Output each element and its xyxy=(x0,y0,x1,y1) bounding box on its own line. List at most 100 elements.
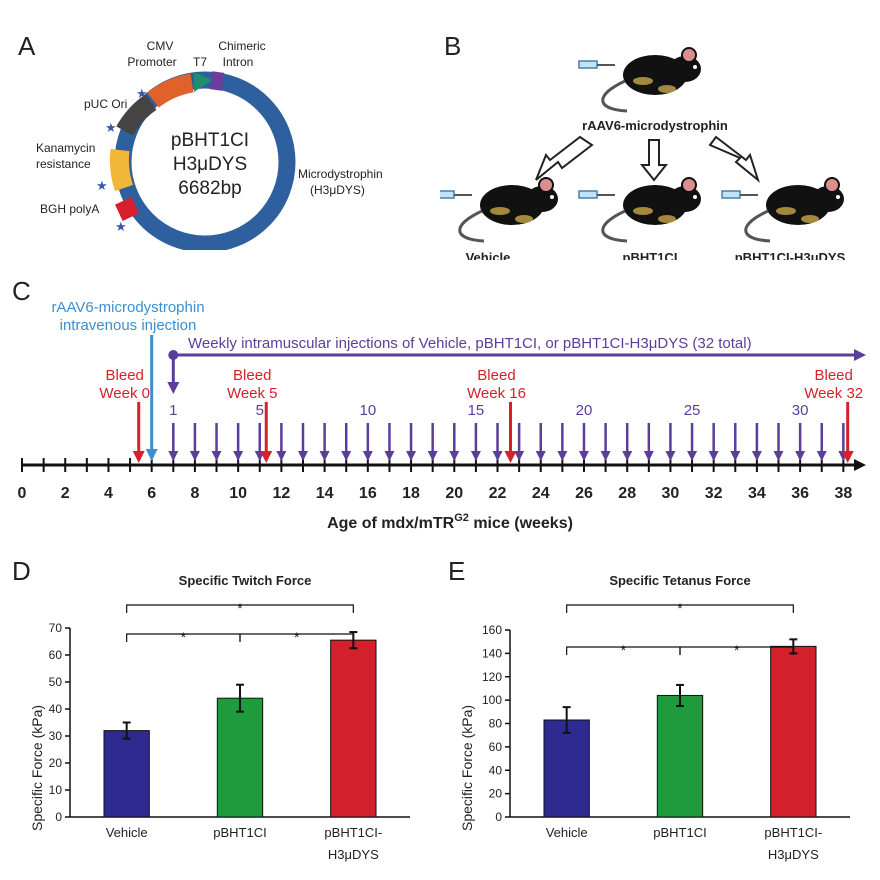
timeline-tick-label: 18 xyxy=(402,485,420,502)
twitch-significance-star: * xyxy=(294,629,300,645)
tetanus-significance-star: * xyxy=(677,600,683,616)
label-bgh-polya: BGH polyA xyxy=(40,202,99,216)
timeline-tick-label: 16 xyxy=(359,485,377,502)
injection-arrowhead xyxy=(795,451,806,461)
kanamycin-segment xyxy=(109,148,134,192)
injection-arrowhead xyxy=(557,451,568,461)
panel-a-plasmid-map: A ★ ★ ★ ★ pBHT1CI H3μDYS 6682bp CMV Prom… xyxy=(18,31,383,250)
twitch-category-label: pBHT1CI- xyxy=(324,825,382,840)
tetanus-category-label: pBHT1CI xyxy=(653,825,706,840)
twitch-significance-star: * xyxy=(237,600,243,616)
twitch-y-tick-label: 30 xyxy=(49,729,63,743)
bleed-label-line1: Bleed xyxy=(233,367,271,384)
label-chimeric-line1: Chimeric xyxy=(218,39,265,53)
bleed-label-line2: Week 16 xyxy=(467,385,526,402)
injection-arrowhead xyxy=(492,451,503,461)
timeline-tick-label: 12 xyxy=(272,485,290,502)
tetanus-category-label: H3μDYS xyxy=(768,847,819,862)
mouse-pbht1ci-icon xyxy=(577,176,703,243)
svg-text:★: ★ xyxy=(136,86,148,101)
injection-arrowhead xyxy=(730,451,741,461)
twitch-bar xyxy=(216,697,264,818)
tetanus-y-tick-label: 20 xyxy=(489,787,503,801)
timeline-tick-label: 22 xyxy=(489,485,507,502)
timeline-tick-label: 34 xyxy=(748,485,766,502)
mouse-pbht1ci-h3udys-icon xyxy=(720,176,846,243)
injection-number: 10 xyxy=(359,402,376,419)
injection-number: 20 xyxy=(576,402,593,419)
tetanus-y-tick-label: 60 xyxy=(489,740,503,754)
injection-arrowhead xyxy=(276,451,287,461)
timeline-tick-label: 4 xyxy=(104,485,113,502)
panel-e-letter: E xyxy=(448,556,465,586)
label-puc-ori: pUC Ori xyxy=(84,97,127,111)
twitch-y-tick-label: 10 xyxy=(49,783,63,797)
bgh-polya-segment xyxy=(115,197,139,221)
injection-arrowhead xyxy=(600,451,611,461)
tetanus-y-tick-label: 80 xyxy=(489,717,503,731)
twitch-category-label: H3μDYS xyxy=(328,847,379,862)
label-t7: T7 xyxy=(193,55,207,69)
twitch-chart-title: Specific Twitch Force xyxy=(179,573,312,588)
panel-b-letter: B xyxy=(444,31,461,61)
injection-number: 25 xyxy=(684,402,701,419)
timeline-axis-arrowhead xyxy=(854,459,866,471)
tetanus-y-tick-label: 40 xyxy=(489,763,503,777)
injection-arrowhead xyxy=(514,451,525,461)
tetanus-significance-bracket xyxy=(679,646,794,655)
injection-number: 1 xyxy=(169,402,177,419)
mouse-top-icon xyxy=(577,46,703,113)
timeline-tick-label: 32 xyxy=(705,485,723,502)
twitch-chart-plot: 0 10 20 30 40 50 60 70 Vehicle pBHT1CI pBHT1CI- H3μ… xyxy=(49,600,410,862)
injection-arrowhead xyxy=(708,451,719,461)
panel-e-tetanus-chart: E Specific Tetanus Force Specific Force … xyxy=(448,556,850,862)
svg-text:★: ★ xyxy=(105,120,117,135)
injection-arrowhead xyxy=(687,451,698,461)
panel-c-letter: C xyxy=(12,276,31,306)
injection-arrowhead xyxy=(319,451,330,461)
injection-arrowhead xyxy=(297,451,308,461)
injection-arrowhead xyxy=(665,451,676,461)
injection-arrowhead xyxy=(189,451,200,461)
twitch-y-axis-label: Specific Force (kPa) xyxy=(29,705,45,831)
timeline-tick-label: 10 xyxy=(229,485,247,502)
branch-arrows xyxy=(535,135,760,183)
tetanus-bar xyxy=(770,645,817,818)
injection-number: 5 xyxy=(256,402,264,419)
twitch-significance-bracket xyxy=(126,604,354,613)
label-chimeric-line2: Intron xyxy=(223,55,254,69)
bleed-arrowhead xyxy=(132,451,145,463)
injection-arrowhead xyxy=(406,451,417,461)
plasmid-size: 6682bp xyxy=(178,178,241,199)
injection-arrowhead xyxy=(211,451,222,461)
injection-span-arrowhead xyxy=(854,349,866,361)
injection-arrowhead xyxy=(578,451,589,461)
cmv-promoter-segment xyxy=(147,73,194,108)
tetanus-y-tick-label: 0 xyxy=(495,810,502,824)
tetanus-chart-plot: 0 20 40 60 80 100 120 140 160 Vehicle pBHT1CI pBHT1… xyxy=(482,600,850,862)
injection-number: 15 xyxy=(468,402,485,419)
bleed-arrowhead xyxy=(504,451,517,463)
first-injection-arrowhead xyxy=(167,382,180,394)
bleed-label-line1: Bleed xyxy=(106,367,144,384)
twitch-category-label: Vehicle xyxy=(106,825,148,840)
label-microdystrophin-line2: (H3μDYS) xyxy=(310,183,365,197)
bleed-arrowhead xyxy=(841,451,854,463)
timeline-tick-label: 14 xyxy=(316,485,334,502)
tetanus-y-tick-label: 120 xyxy=(482,670,502,684)
tetanus-significance-star: * xyxy=(734,642,740,658)
injection-arrowhead xyxy=(427,451,438,461)
twitch-bar xyxy=(103,730,150,818)
tetanus-y-tick-label: 160 xyxy=(482,623,502,637)
panel-c-timeline: C rAAV6-microdystrophin intravenous inje… xyxy=(12,276,866,532)
injection-arrowhead xyxy=(773,451,784,461)
svg-text:★: ★ xyxy=(115,219,127,234)
tetanus-y-tick-label: 140 xyxy=(482,646,502,660)
injection-arrowhead xyxy=(622,451,633,461)
bleed-label-line2: Week 0 xyxy=(99,385,150,402)
group-label-pbht1ci: pBHT1CI xyxy=(623,250,678,260)
chimeric-intron-segment xyxy=(209,71,225,91)
plasmid-name-line1: pBHT1CI xyxy=(171,130,249,151)
timeline-x-axis-label: Age of mdx/mTRG2 mice (weeks) xyxy=(327,512,573,532)
injection-arrowhead xyxy=(751,451,762,461)
